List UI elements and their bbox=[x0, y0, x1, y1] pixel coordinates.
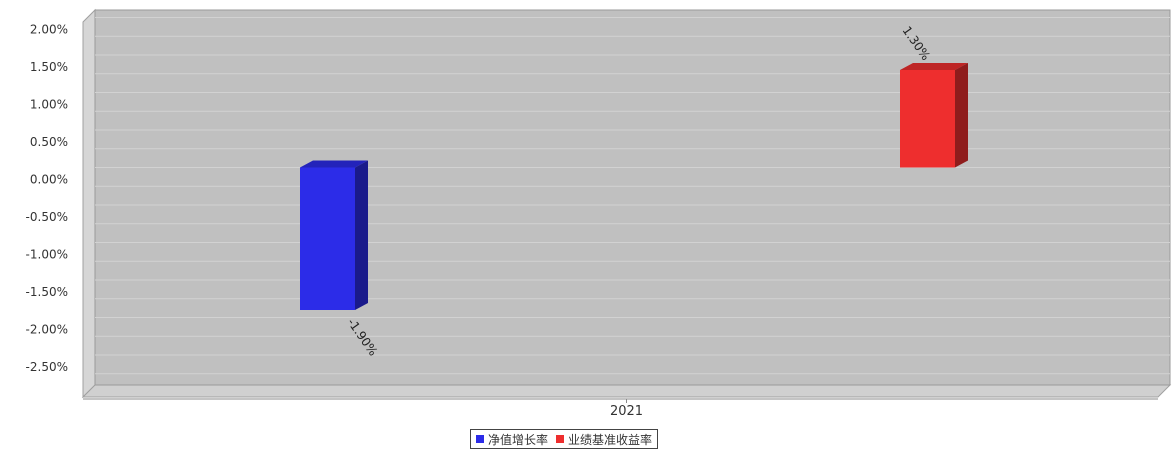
legend-swatch-nav-growth bbox=[476, 435, 484, 443]
bar-chart: 2.00% 1.50% 1.00% 0.50% 0.00% -0.50% -1.00% -1.… bbox=[26, 8, 1172, 419]
bar-side-face bbox=[955, 63, 968, 168]
x-axis: 2021 bbox=[83, 398, 1158, 419]
y-tick-label: 2.00% bbox=[30, 23, 68, 37]
y-tick-label: -1.00% bbox=[26, 248, 68, 262]
bar-top-face bbox=[900, 63, 968, 70]
y-tick-label: -1.50% bbox=[26, 285, 68, 299]
y-tick-label: -2.00% bbox=[26, 323, 68, 337]
plot-area bbox=[94, 9, 1171, 386]
legend-swatch-benchmark bbox=[556, 435, 565, 443]
y-tick-label: 0.50% bbox=[30, 135, 68, 149]
gridlines bbox=[95, 17, 1170, 375]
legend-item-nav-growth: 净值增长率 bbox=[476, 431, 548, 448]
legend-label-benchmark: 业绩基准收益率 bbox=[568, 432, 653, 447]
left-wall bbox=[82, 8, 96, 399]
floor bbox=[81, 384, 1172, 398]
legend-label-nav-growth: 净值增长率 bbox=[488, 432, 549, 447]
y-tick-label: 0.00% bbox=[30, 173, 68, 187]
legend-item-benchmark: 业绩基准收益率 bbox=[556, 431, 652, 448]
x-category-label: 2021 bbox=[610, 404, 643, 419]
y-tick-label: 1.00% bbox=[30, 98, 68, 112]
y-axis: 2.00% 1.50% 1.00% 0.50% 0.00% -0.50% -1.00% -1.… bbox=[26, 23, 68, 375]
bar-front-face bbox=[900, 70, 955, 168]
bar-side-face bbox=[355, 160, 368, 310]
bar-top-face bbox=[300, 160, 368, 168]
y-tick-label: -0.50% bbox=[26, 210, 68, 224]
legend: 净值增长率 业绩基准收益率 bbox=[470, 429, 659, 449]
plot-wall bbox=[81, 8, 1172, 399]
y-tick-label: 1.50% bbox=[30, 60, 68, 74]
bar-front-face bbox=[300, 167, 355, 310]
y-tick-label: -2.50% bbox=[26, 360, 68, 374]
